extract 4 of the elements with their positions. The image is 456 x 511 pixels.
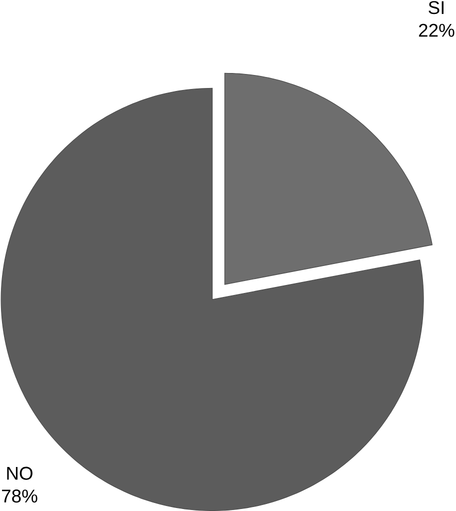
data-label: 78% [2,490,38,503]
slice-label: SI [428,1,444,14]
data-label: 22% [419,24,454,37]
slice-label: NO [7,466,32,480]
